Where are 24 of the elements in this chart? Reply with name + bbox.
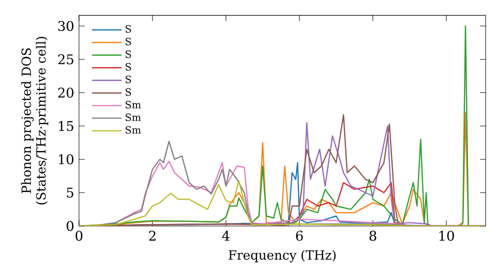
x-tick-label: 8 (370, 230, 376, 241)
legend-label: S (126, 50, 131, 58)
legend-label: S (126, 76, 131, 84)
y-tick-label: 10 (58, 154, 74, 164)
legend-label: S (126, 25, 131, 33)
y-tick-label: 25 (58, 54, 74, 64)
x-axis-title: Frequency (THz) (228, 250, 336, 262)
legend-label: Sm (126, 100, 141, 108)
x-tick-label: 0 (76, 230, 82, 241)
x-tick-label: 2 (149, 230, 156, 241)
legend-label: Sm (126, 113, 141, 122)
x-tick-label: 6 (296, 230, 303, 241)
y-axis-title: Phonon projected DOS (States/THz·primitive cell) (21, 36, 48, 204)
legend-label: S (126, 63, 131, 71)
legend-label: Sm (126, 126, 141, 134)
y-tick-label: 5 (66, 188, 74, 198)
legend-label: S (126, 88, 131, 96)
y-tick-label: 15 (58, 120, 74, 132)
x-tick-label: 10 (440, 230, 454, 241)
y-tick-label: 0 (66, 220, 74, 232)
y-tick-label: 20 (58, 88, 74, 98)
x-tick-label: 4 (222, 230, 230, 241)
legend-label: S (126, 38, 131, 46)
y-tick-label: 30 (58, 20, 74, 32)
